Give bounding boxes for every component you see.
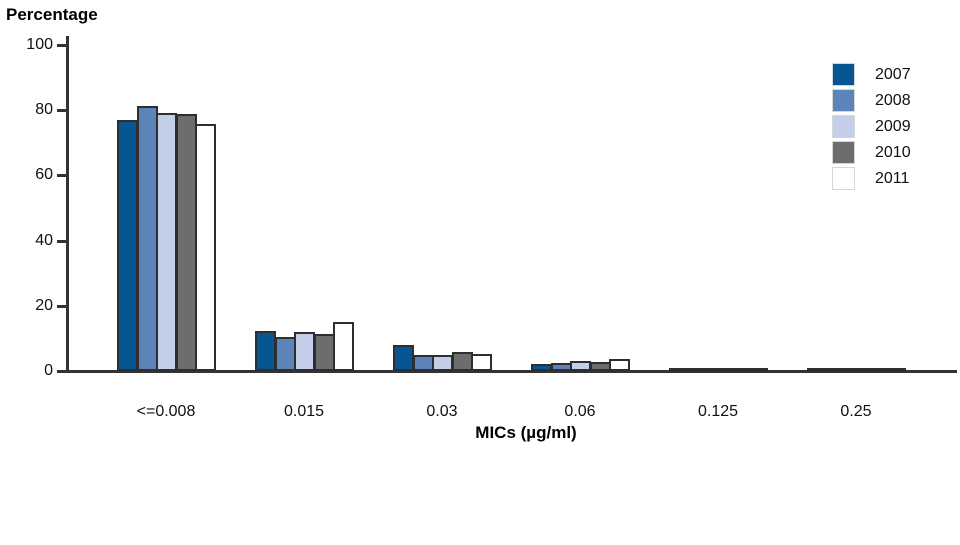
bar-2007-0.125 [669, 368, 690, 372]
y-axis-title: Percentage [6, 5, 98, 24]
bar-2008-0.015 [275, 337, 296, 371]
legend: 2007 2008 2009 2010 2011 [832, 63, 911, 190]
y-tick-40 [57, 240, 67, 243]
bar-2011-<=0.008 [195, 124, 216, 371]
y-tick-0 [57, 370, 67, 373]
bar-2010-0.06 [590, 362, 611, 371]
x-label-0.015: 0.015 [283, 403, 325, 420]
bar-2010-0.015 [314, 334, 335, 371]
bar-2010-0.03 [452, 352, 473, 371]
bar-2011-0.06 [609, 359, 630, 371]
y-tick-100 [57, 44, 67, 47]
bar-2008-0.03 [413, 355, 434, 371]
legend-item-2009: 2009 [832, 115, 911, 138]
bar-2010-<=0.008 [176, 114, 197, 371]
legend-item-2011: 2011 [832, 167, 911, 190]
x-label-0.125: 0.125 [697, 403, 739, 420]
bar-2010-0.125 [728, 368, 749, 372]
bar-2009-0.125 [708, 368, 729, 372]
y-tick-label-0: 0 [44, 362, 53, 379]
bar-2010-0.25 [866, 368, 887, 372]
bar-2007-0.015 [255, 331, 276, 371]
legend-label-2010: 2010 [875, 144, 911, 161]
bar-2011-0.125 [747, 368, 768, 372]
bar-2009-0.25 [846, 368, 867, 372]
bar-2008-0.06 [551, 363, 572, 371]
bar-2007-0.06 [531, 364, 552, 371]
bar-2008-0.25 [827, 368, 848, 372]
legend-label-2009: 2009 [875, 118, 911, 135]
legend-swatch-2010 [832, 141, 855, 164]
legend-item-2007: 2007 [832, 63, 911, 86]
bar-2007-<=0.008 [117, 120, 138, 371]
x-axis-title: MICs (µg/ml) [475, 423, 577, 442]
bar-2009-<=0.008 [156, 113, 177, 371]
bar-2011-0.015 [333, 322, 354, 371]
y-tick-label-20: 20 [35, 297, 53, 314]
bar-2009-0.06 [570, 361, 591, 371]
bar-2011-0.25 [885, 368, 906, 372]
legend-label-2007: 2007 [875, 66, 911, 83]
bar-2007-0.25 [807, 368, 828, 372]
legend-label-2008: 2008 [875, 92, 911, 109]
y-tick-label-100: 100 [26, 36, 53, 53]
x-label-0.25: 0.25 [840, 403, 872, 420]
y-axis-line [66, 36, 69, 373]
legend-item-2010: 2010 [832, 141, 911, 164]
legend-swatch-2009 [832, 115, 855, 138]
y-tick-label-60: 60 [35, 166, 53, 183]
bar-2008-0.125 [689, 368, 710, 372]
x-label-0.03: 0.03 [426, 403, 458, 420]
legend-swatch-2008 [832, 89, 855, 112]
bar-2007-0.03 [393, 345, 414, 371]
y-tick-label-40: 40 [35, 232, 53, 249]
x-axis-line [66, 370, 957, 373]
legend-swatch-2007 [832, 63, 855, 86]
x-label-0.06: 0.06 [564, 403, 596, 420]
legend-item-2008: 2008 [832, 89, 911, 112]
y-tick-80 [57, 109, 67, 112]
bar-2009-0.03 [432, 355, 453, 371]
legend-swatch-2011 [832, 167, 855, 190]
bar-2009-0.015 [294, 332, 315, 371]
y-tick-20 [57, 305, 67, 308]
bar-2011-0.03 [471, 354, 492, 371]
y-tick-60 [57, 174, 67, 177]
bar-2008-<=0.008 [137, 106, 158, 371]
x-label-<=0.008: <=0.008 [136, 403, 196, 420]
y-tick-label-80: 80 [35, 101, 53, 118]
legend-label-2011: 2011 [875, 170, 910, 187]
